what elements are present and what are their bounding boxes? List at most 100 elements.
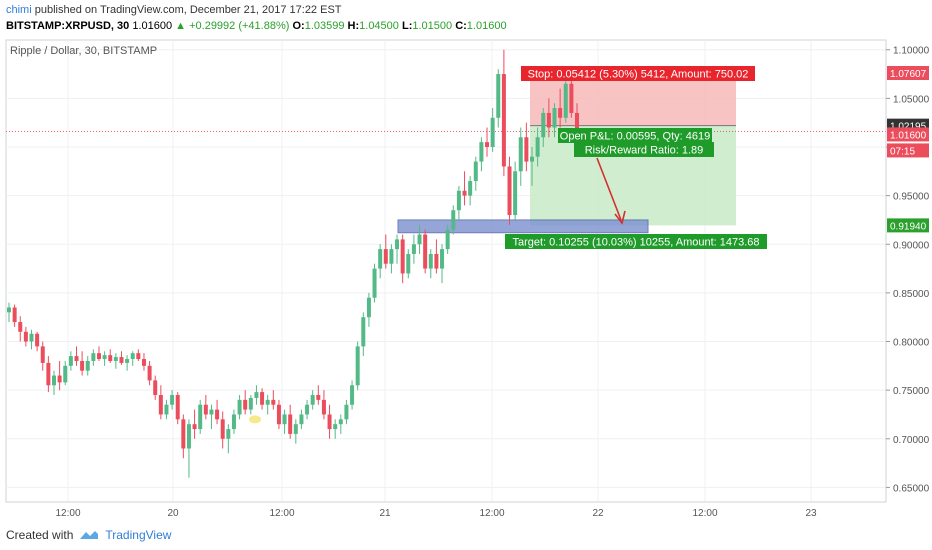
stop-label: Stop: 0.05412 (5.30%) 5412, Amount: 750.…: [521, 66, 755, 81]
candle-body: [23, 331, 28, 342]
tradingview-brand-link[interactable]: TradingView: [105, 528, 172, 542]
candle-body: [451, 210, 456, 230]
candle-body: [130, 353, 135, 360]
candle-body: [389, 249, 394, 264]
price-chart[interactable]: Stop: 0.05412 (5.30%) 5412, Amount: 750.…: [0, 38, 932, 520]
candle-body: [518, 137, 523, 172]
price-label: 1.01600: [890, 130, 927, 141]
candle-body: [507, 166, 512, 216]
candle-body: [243, 399, 248, 410]
tradingview-logo-icon: [80, 531, 99, 539]
candle-body: [80, 360, 85, 371]
candle-body: [479, 142, 484, 162]
highlight-marker: [249, 415, 261, 424]
candle-body: [175, 395, 180, 420]
candle-body: [265, 399, 270, 405]
price-tick-label: 0.75000: [893, 386, 930, 397]
candle-body: [501, 74, 506, 167]
candle-body: [57, 375, 62, 383]
time-tick-label: 22: [592, 508, 604, 519]
price-label-bg: [887, 143, 929, 158]
candle-body: [108, 355, 113, 361]
candle-body: [490, 117, 495, 147]
close-value: 1.01600: [466, 20, 507, 32]
trend-arrow-head: [614, 210, 626, 225]
plot-area: [5, 39, 887, 503]
symbol: BITSTAMP:XRPUSD, 30: [6, 20, 130, 32]
candle-body: [68, 356, 73, 366]
rr-label-bg: [574, 142, 714, 157]
symbol-info-bar: BITSTAMP:XRPUSD, 30 1.01600 ▲ +0.29992 (…: [6, 20, 507, 32]
support-level-box: [397, 219, 649, 234]
candle-body: [496, 74, 501, 118]
position-labels: Stop: 0.05412 (5.30%) 5412, Amount: 750.…: [249, 66, 767, 424]
candle-body: [226, 429, 231, 439]
candle-body: [321, 399, 326, 415]
price-axis[interactable]: 1.100001.050001.000000.950000.900000.850…: [885, 40, 930, 502]
high-value: 1.04500: [359, 20, 399, 32]
candle-body: [40, 346, 45, 363]
candle-body: [46, 362, 51, 386]
price-change: ▲ +0.29992 (+41.88%): [175, 20, 290, 32]
publish-info: chimi published on TradingView.com, Dece…: [6, 4, 342, 16]
candle-body: [440, 249, 445, 269]
price-tick-label: 0.80000: [893, 338, 930, 349]
candle-body: [153, 380, 158, 396]
stop-label-bg: [521, 66, 755, 81]
candle-body: [254, 392, 259, 398]
candle-body: [288, 414, 293, 434]
close-label: C:: [455, 20, 467, 32]
candle-body: [164, 404, 169, 415]
candle-body: [293, 424, 298, 434]
candle-body: [147, 365, 152, 381]
candle-body: [74, 356, 79, 361]
time-tick-label: 12:00: [479, 508, 504, 519]
candle-body: [569, 83, 574, 113]
price-label-bg: [887, 66, 929, 81]
candle-body: [316, 395, 321, 400]
pnl-label-bg: [558, 128, 712, 143]
candle-body: [327, 414, 332, 430]
candle-body: [158, 395, 163, 415]
created-with-text: Created with: [6, 528, 74, 542]
time-axis[interactable]: 12:00 20 12:00 21 12:00 22 12:00 23: [6, 501, 886, 519]
price-label: 1.02195: [890, 122, 927, 133]
candle-body: [468, 181, 473, 196]
time-tick-label: 12:00: [269, 508, 294, 519]
price-tick-label: 0.95000: [893, 192, 930, 203]
candle-body: [411, 244, 416, 254]
candle-body: [63, 365, 68, 383]
candle-body: [575, 112, 579, 132]
candle-body: [276, 404, 281, 425]
candle-body: [552, 108, 557, 128]
price-label: 07:15: [890, 146, 915, 157]
open-label: O:: [292, 20, 305, 32]
pnl-label: Open P&L: 0.00595, Qty: 4619: [558, 128, 712, 143]
candle-body: [248, 397, 253, 410]
price-tick-label: 1.10000: [893, 46, 930, 57]
candle-body: [91, 353, 96, 361]
candle-body: [35, 333, 40, 347]
candle-body: [282, 414, 287, 425]
price-label-bg: [887, 218, 929, 233]
candle-body: [558, 108, 563, 118]
candle-body: [513, 171, 518, 216]
candle-body: [209, 409, 214, 415]
candle-body: [192, 424, 197, 430]
candle-body: [383, 249, 388, 264]
target-label-bg: [505, 234, 767, 249]
trend-arrow-line: [596, 157, 622, 221]
author-name[interactable]: chimi: [6, 4, 32, 16]
price-tick-label: 1.05000: [893, 94, 930, 105]
candle-body: [125, 359, 130, 363]
candle-body: [535, 137, 540, 157]
candle-body: [141, 359, 146, 366]
candle-body: [186, 424, 191, 449]
candle-body: [198, 404, 203, 430]
candle-body: [546, 112, 551, 128]
target-label-text: Target: 0.10255 (10.03%) 10255, Amount: …: [512, 237, 759, 249]
candle-body: [350, 385, 355, 405]
price-label-bg: [887, 127, 929, 142]
candle-body: [136, 353, 141, 360]
candle-body: [473, 161, 478, 182]
